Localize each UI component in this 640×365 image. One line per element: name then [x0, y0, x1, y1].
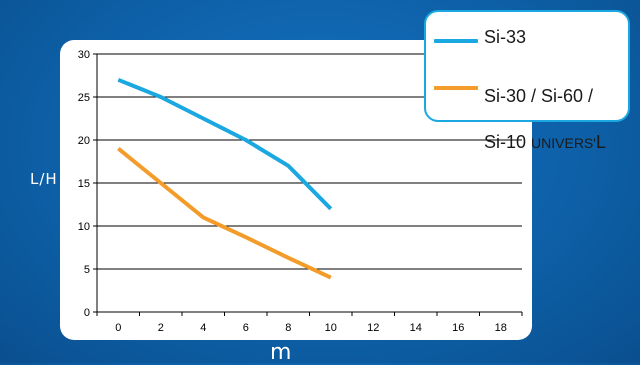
y-tick-label: 15	[78, 178, 90, 190]
legend: Si-33 Si-30 / Si-60 / Si-10 UNIVERS'L	[424, 10, 630, 122]
legend-label-si33: Si-33	[484, 26, 526, 49]
legend-label-si30-prefix: Si-10	[484, 132, 531, 152]
y-tick-label: 30	[78, 49, 90, 61]
x-tick-label: 6	[243, 322, 249, 334]
y-axis-label: L/H	[30, 170, 58, 188]
x-tick-label: 2	[158, 322, 164, 334]
x-tick-label: 10	[325, 322, 337, 334]
legend-item-si30: Si-30 / Si-60 / Si-10 UNIVERS'L	[434, 62, 606, 178]
y-tick-label: 25	[78, 92, 90, 104]
legend-label-si30-suffix: L	[596, 132, 606, 152]
x-tick-label: 18	[495, 322, 507, 334]
x-tick-label: 12	[367, 322, 379, 334]
legend-item-si33: Si-33	[434, 26, 526, 49]
legend-label-si30-line1: Si-30 / Si-60 /	[484, 85, 606, 108]
y-tick-label: 0	[84, 307, 90, 319]
x-tick-label: 0	[115, 322, 121, 334]
x-tick-label: 4	[200, 322, 206, 334]
y-tick-label: 20	[78, 135, 90, 147]
x-tick-label: 8	[285, 322, 291, 334]
x-tick-label: 14	[410, 322, 422, 334]
legend-label-si30-small: UNIVERS'	[531, 135, 596, 151]
y-tick-label: 10	[78, 221, 90, 233]
legend-swatch-si33	[434, 39, 478, 43]
x-tick-label: 16	[452, 322, 464, 334]
legend-swatch-si30	[434, 86, 478, 90]
legend-label-si30: Si-30 / Si-60 / Si-10 UNIVERS'L	[484, 62, 606, 178]
y-tick-label: 5	[84, 264, 90, 276]
legend-label-si30-line2: Si-10 UNIVERS'L	[484, 131, 606, 155]
x-axis-label: m	[270, 342, 291, 364]
